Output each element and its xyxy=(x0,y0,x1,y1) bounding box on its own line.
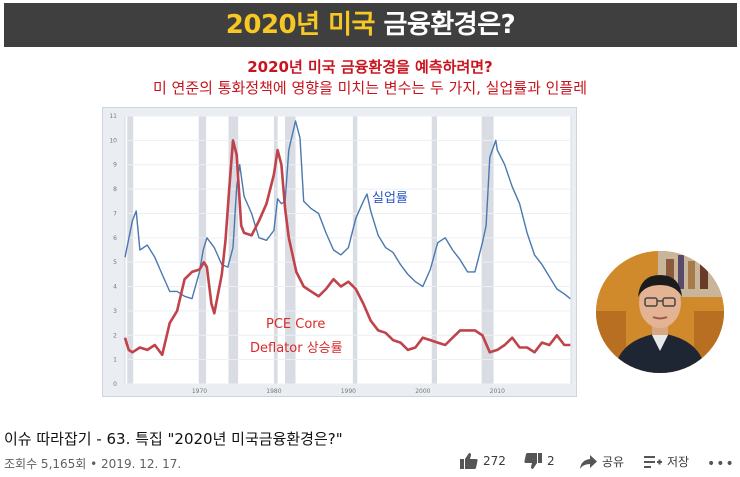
y-tick-label: 7 xyxy=(113,210,117,217)
video-banner: 2020년 미국 금융환경은? xyxy=(4,3,737,47)
save-playlist-icon xyxy=(644,455,662,469)
thumbs-down-icon xyxy=(524,453,542,469)
y-tick-label: 4 xyxy=(113,284,117,291)
x-tick-label: 1970 xyxy=(192,388,207,395)
y-tick-label: 10 xyxy=(109,137,117,144)
video-subtitle-question: 2020년 미국 금융환경을 예측하려면? xyxy=(247,58,493,76)
recession-band xyxy=(127,116,134,384)
y-tick-label: 3 xyxy=(113,308,117,315)
line-chart: 0 1 2 3 4 5 6 7 8 9 10 11 1970 1980 1990 2000 2010 xyxy=(102,107,577,397)
y-tick-label: 5 xyxy=(113,259,117,266)
more-icon[interactable]: ••• xyxy=(707,456,735,472)
share-button[interactable]: 공유 xyxy=(580,453,624,470)
recession-band xyxy=(273,116,278,384)
banner-country: 미국 xyxy=(328,10,375,40)
unemployment-series-label: 실업률 xyxy=(372,191,408,206)
share-label: 공유 xyxy=(602,455,625,469)
y-tick-label: 2 xyxy=(113,332,117,339)
recession-band xyxy=(352,116,358,384)
x-tick-label: 2010 xyxy=(490,388,505,395)
y-tick-label: 1 xyxy=(113,357,117,364)
y-tick-label: 9 xyxy=(113,162,117,169)
share-icon xyxy=(580,454,597,469)
recession-band xyxy=(228,116,239,384)
x-tick-label: 1990 xyxy=(341,388,356,395)
thumbs-up-icon xyxy=(460,453,478,469)
save-button[interactable]: 저장 xyxy=(644,453,689,470)
recession-band xyxy=(481,116,494,384)
x-tick-label: 1980 xyxy=(266,388,281,395)
like-count: 272 xyxy=(483,454,506,468)
y-tick-label: 6 xyxy=(113,235,117,242)
banner-year: 2020년 xyxy=(225,10,329,40)
pce-series-label-line2: Deflator 상승률 xyxy=(250,341,343,356)
recession-band xyxy=(198,116,207,384)
dislike-button[interactable]: 2 xyxy=(524,453,555,469)
pce-core-line xyxy=(123,139,571,357)
banner-topic: 금융환경은? xyxy=(374,10,516,40)
like-button[interactable]: 272 xyxy=(460,453,506,469)
dislike-count: 2 xyxy=(547,454,555,468)
save-label: 저장 xyxy=(667,455,690,469)
recession-band xyxy=(431,116,437,384)
presenter-avatar xyxy=(596,251,724,373)
y-tick-label: 8 xyxy=(113,186,117,193)
y-tick-label: 11 xyxy=(109,113,117,120)
x-tick-label: 2000 xyxy=(415,388,430,395)
y-tick-label: 0 xyxy=(113,381,117,388)
pce-series-label-line1: PCE Core xyxy=(266,317,326,332)
video-frame[interactable]: 2020년 미국 금융환경은? 2020년 미국 금융환경을 예측하려면? 미 … xyxy=(0,0,740,420)
unemployment-line xyxy=(124,120,571,300)
video-subtitle-variables: 미 연준의 통화정책에 영향을 미치는 변수는 두 가지, 실업률과 인플레 xyxy=(152,79,588,97)
view-count-date: 조회수 5,165회 • 2019. 12. 17. xyxy=(4,457,182,471)
video-title: 이슈 따라잡기 - 63. 특집 "2020년 미국금융환경은?" xyxy=(4,430,343,448)
